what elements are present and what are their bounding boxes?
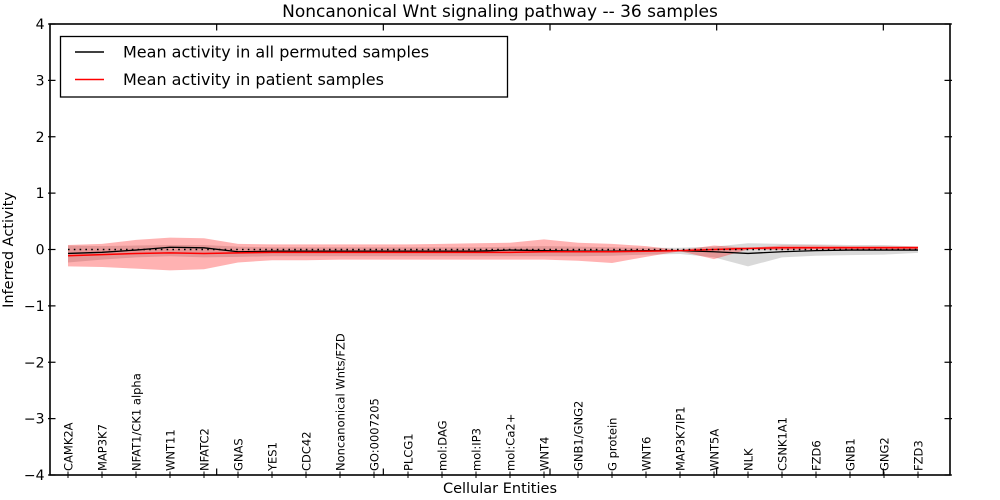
y-tick-label: 0 bbox=[36, 243, 45, 259]
patient-std-band bbox=[68, 237, 918, 271]
y-tick-label: −4 bbox=[24, 468, 45, 484]
category-label: Noncanonical Wnts/FZD bbox=[334, 333, 348, 471]
category-label: CDC42 bbox=[300, 431, 314, 471]
category-label: CAMK2A bbox=[62, 422, 76, 471]
y-tick-label: −3 bbox=[24, 412, 45, 428]
y-tick-label: 1 bbox=[36, 186, 45, 202]
category-label: CSNK1A1 bbox=[776, 417, 790, 471]
series-mean-patient bbox=[67, 247, 918, 257]
category-label: GO:0007205 bbox=[368, 398, 382, 471]
x-axis-label: Cellular Entities bbox=[443, 481, 557, 497]
y-tick-label: −1 bbox=[24, 299, 45, 315]
legend-label-permuted: Mean activity in all permuted samples bbox=[123, 43, 429, 62]
chart-title: Noncanonical Wnt signaling pathway -- 36… bbox=[282, 2, 718, 22]
category-label: GNAS bbox=[232, 438, 246, 471]
category-label: FZD6 bbox=[810, 440, 824, 471]
legend-box bbox=[59, 35, 509, 98]
category-label: PLCG1 bbox=[402, 433, 416, 471]
category-label: GNG2 bbox=[878, 437, 892, 471]
category-label: WNT5A bbox=[708, 429, 722, 471]
category-label: NLK bbox=[742, 448, 756, 471]
legend: Mean activity in all permuted samples Me… bbox=[59, 35, 509, 98]
category-label: mol:Ca2+ bbox=[504, 414, 518, 471]
axis-ticks bbox=[48, 23, 952, 478]
series-lines bbox=[67, 246, 918, 257]
category-label: NFATC2 bbox=[198, 428, 212, 471]
y-axis-label: Inferred Activity bbox=[1, 192, 17, 308]
series-mean-permuted bbox=[67, 246, 918, 255]
category-label: NFAT1/CK1 alpha bbox=[130, 373, 144, 471]
x-category-labels: CAMK2A MAP3K7 NFAT1/CK1 alpha WNT11 NFATC2 GN… bbox=[62, 333, 926, 472]
category-label: mol:DAG bbox=[436, 420, 450, 471]
category-label: G protein bbox=[606, 418, 620, 471]
category-label: GNB1 bbox=[844, 438, 858, 471]
category-label: FZD3 bbox=[912, 440, 926, 471]
y-tick-label: 2 bbox=[36, 130, 45, 146]
category-label: MAP3K7 bbox=[96, 424, 110, 471]
category-label: GNB1/GNG2 bbox=[572, 401, 586, 471]
category-label: MAP3K7IP1 bbox=[674, 406, 688, 471]
category-label: mol:IP3 bbox=[470, 428, 484, 471]
y-tick-label: −2 bbox=[24, 355, 45, 371]
y-tick-label: 4 bbox=[36, 17, 45, 33]
y-tick-labels: −4 −3 −2 −1 0 1 2 3 4 bbox=[24, 17, 45, 484]
category-label: WNT6 bbox=[640, 437, 654, 471]
category-label: YES1 bbox=[266, 442, 280, 472]
category-label: WNT11 bbox=[164, 429, 178, 471]
legend-label-patient: Mean activity in patient samples bbox=[123, 70, 384, 89]
y-tick-label: 3 bbox=[36, 73, 45, 89]
category-label: WNT4 bbox=[538, 437, 552, 471]
